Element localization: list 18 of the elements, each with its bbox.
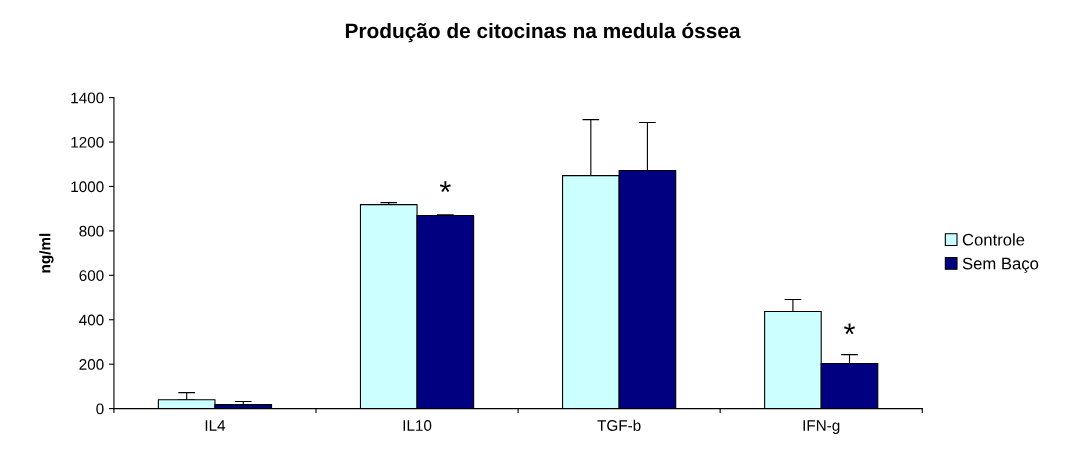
y-axis-title: ng/ml xyxy=(39,233,54,273)
y-tick-label: 1200 xyxy=(71,136,104,148)
x-tick-label: IL10 xyxy=(403,420,432,431)
x-tick-label: IFN-g xyxy=(803,420,840,434)
y-tick-label: 200 xyxy=(79,359,104,370)
annotation: * xyxy=(844,323,855,335)
annotation: * xyxy=(439,181,451,193)
y-tick-label: 1400 xyxy=(71,92,104,104)
chart-title: Produção de citocinas na medula óssea xyxy=(345,22,741,43)
legend-label: Sem Baço xyxy=(962,257,1039,273)
y-tick-label: 600 xyxy=(79,270,104,281)
legend-label: Controle xyxy=(962,233,1025,246)
y-tick-label: 800 xyxy=(79,225,104,237)
y-tick-label: 400 xyxy=(79,314,104,326)
y-tick-label: 1000 xyxy=(71,181,104,193)
x-tick-label: TGF-b xyxy=(597,419,641,431)
y-tick-label: 0 xyxy=(96,403,104,415)
x-tick-label: IL4 xyxy=(205,420,226,431)
